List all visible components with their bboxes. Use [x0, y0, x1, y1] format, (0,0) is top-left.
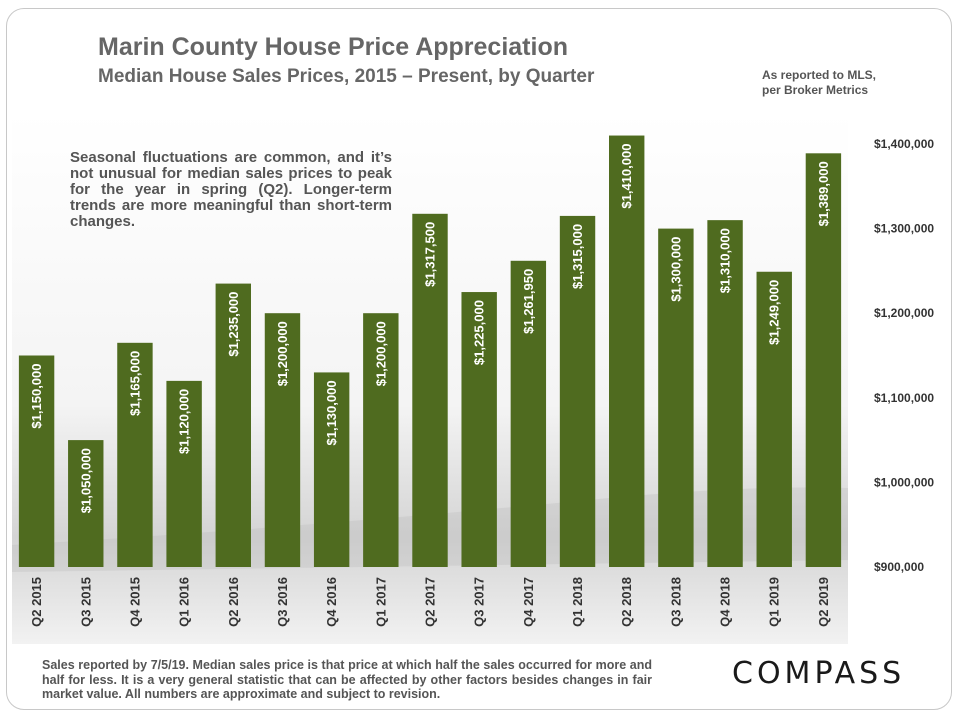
x-tick-label: Q1 2016	[177, 577, 192, 627]
x-tick-label: Q3 2016	[275, 577, 290, 627]
bar-value-label: $1,261,950	[521, 269, 536, 334]
bar	[805, 153, 842, 567]
x-tick-label: Q4 2018	[718, 577, 733, 627]
y-tick-label: $1,100,000	[874, 391, 934, 405]
bar	[609, 135, 645, 568]
bar-value-label: $1,389,000	[816, 161, 831, 226]
source-note-line-1: As reported to MLS,	[762, 68, 877, 82]
compass-logo: COMPASS	[732, 656, 906, 691]
source-note: As reported to MLS, per Broker Metrics	[762, 68, 876, 98]
bar-value-label: $1,315,000	[570, 224, 585, 289]
x-tick-label: Q2 2016	[226, 577, 241, 627]
bar	[313, 372, 350, 567]
bar-value-label: $1,130,000	[324, 380, 339, 445]
x-tick-label: Q1 2017	[373, 577, 388, 627]
y-tick-label: $1,300,000	[874, 222, 934, 236]
bar-value-label: $1,300,000	[668, 237, 683, 302]
x-tick-label: Q3 2018	[668, 577, 683, 627]
x-tick-label: Q4 2016	[324, 577, 339, 627]
x-tick-label: Q3 2015	[78, 577, 93, 627]
source-note-line-2: per Broker Metrics	[762, 83, 869, 97]
x-tick-label: Q2 2015	[29, 577, 44, 627]
bar-value-label: $1,225,000	[472, 300, 487, 365]
y-tick-label: $1,400,000	[874, 137, 934, 151]
chart-title: Marin County House Price Appreciation	[98, 33, 568, 61]
bar	[166, 380, 202, 567]
bar-value-label: $1,249,000	[767, 280, 782, 345]
y-tick-label: $1,200,000	[874, 306, 934, 320]
x-tick-label: Q2 2019	[816, 577, 831, 627]
bar	[658, 228, 694, 567]
x-tick-label: Q4 2015	[127, 577, 142, 627]
bar-value-label: $1,235,000	[226, 292, 241, 357]
x-tick-label: Q4 2017	[521, 577, 536, 627]
bar	[117, 342, 153, 567]
bar	[756, 271, 792, 567]
bar-value-label: $1,165,000	[127, 351, 142, 416]
bar	[559, 215, 596, 567]
bar	[363, 313, 399, 567]
bar-value-label: $1,050,000	[78, 448, 93, 513]
x-tick-label: Q2 2017	[423, 577, 438, 627]
bar	[68, 440, 104, 567]
bar	[215, 283, 251, 567]
bar-value-label: $1,150,000	[29, 364, 44, 429]
x-tick-label: Q1 2019	[767, 577, 782, 627]
bar-value-label: $1,200,000	[275, 321, 290, 386]
chart-subtitle: Median House Sales Prices, 2015 – Presen…	[98, 66, 595, 87]
bar	[461, 292, 497, 567]
x-tick-label: Q1 2018	[570, 577, 585, 627]
bar	[707, 220, 743, 567]
y-tick-label: $1,000,000	[874, 475, 934, 489]
y-tick-label: $900,000	[874, 560, 924, 574]
bar-value-label: $1,200,000	[373, 321, 388, 386]
bar	[510, 260, 547, 567]
x-tick-label: Q3 2017	[472, 577, 487, 627]
footnote: Sales reported by 7/5/19. Median sales p…	[42, 658, 652, 701]
x-tick-label: Q2 2018	[619, 577, 634, 627]
bar-value-label: $1,310,000	[718, 228, 733, 293]
bar	[264, 313, 301, 567]
bar-value-label: $1,317,500	[423, 222, 438, 287]
bar	[412, 213, 448, 568]
bar	[18, 355, 55, 567]
bar-value-label: $1,120,000	[177, 389, 192, 454]
bar-value-label: $1,410,000	[619, 144, 634, 209]
annotation-text: Seasonal fluctuations are common, and it…	[70, 149, 392, 230]
